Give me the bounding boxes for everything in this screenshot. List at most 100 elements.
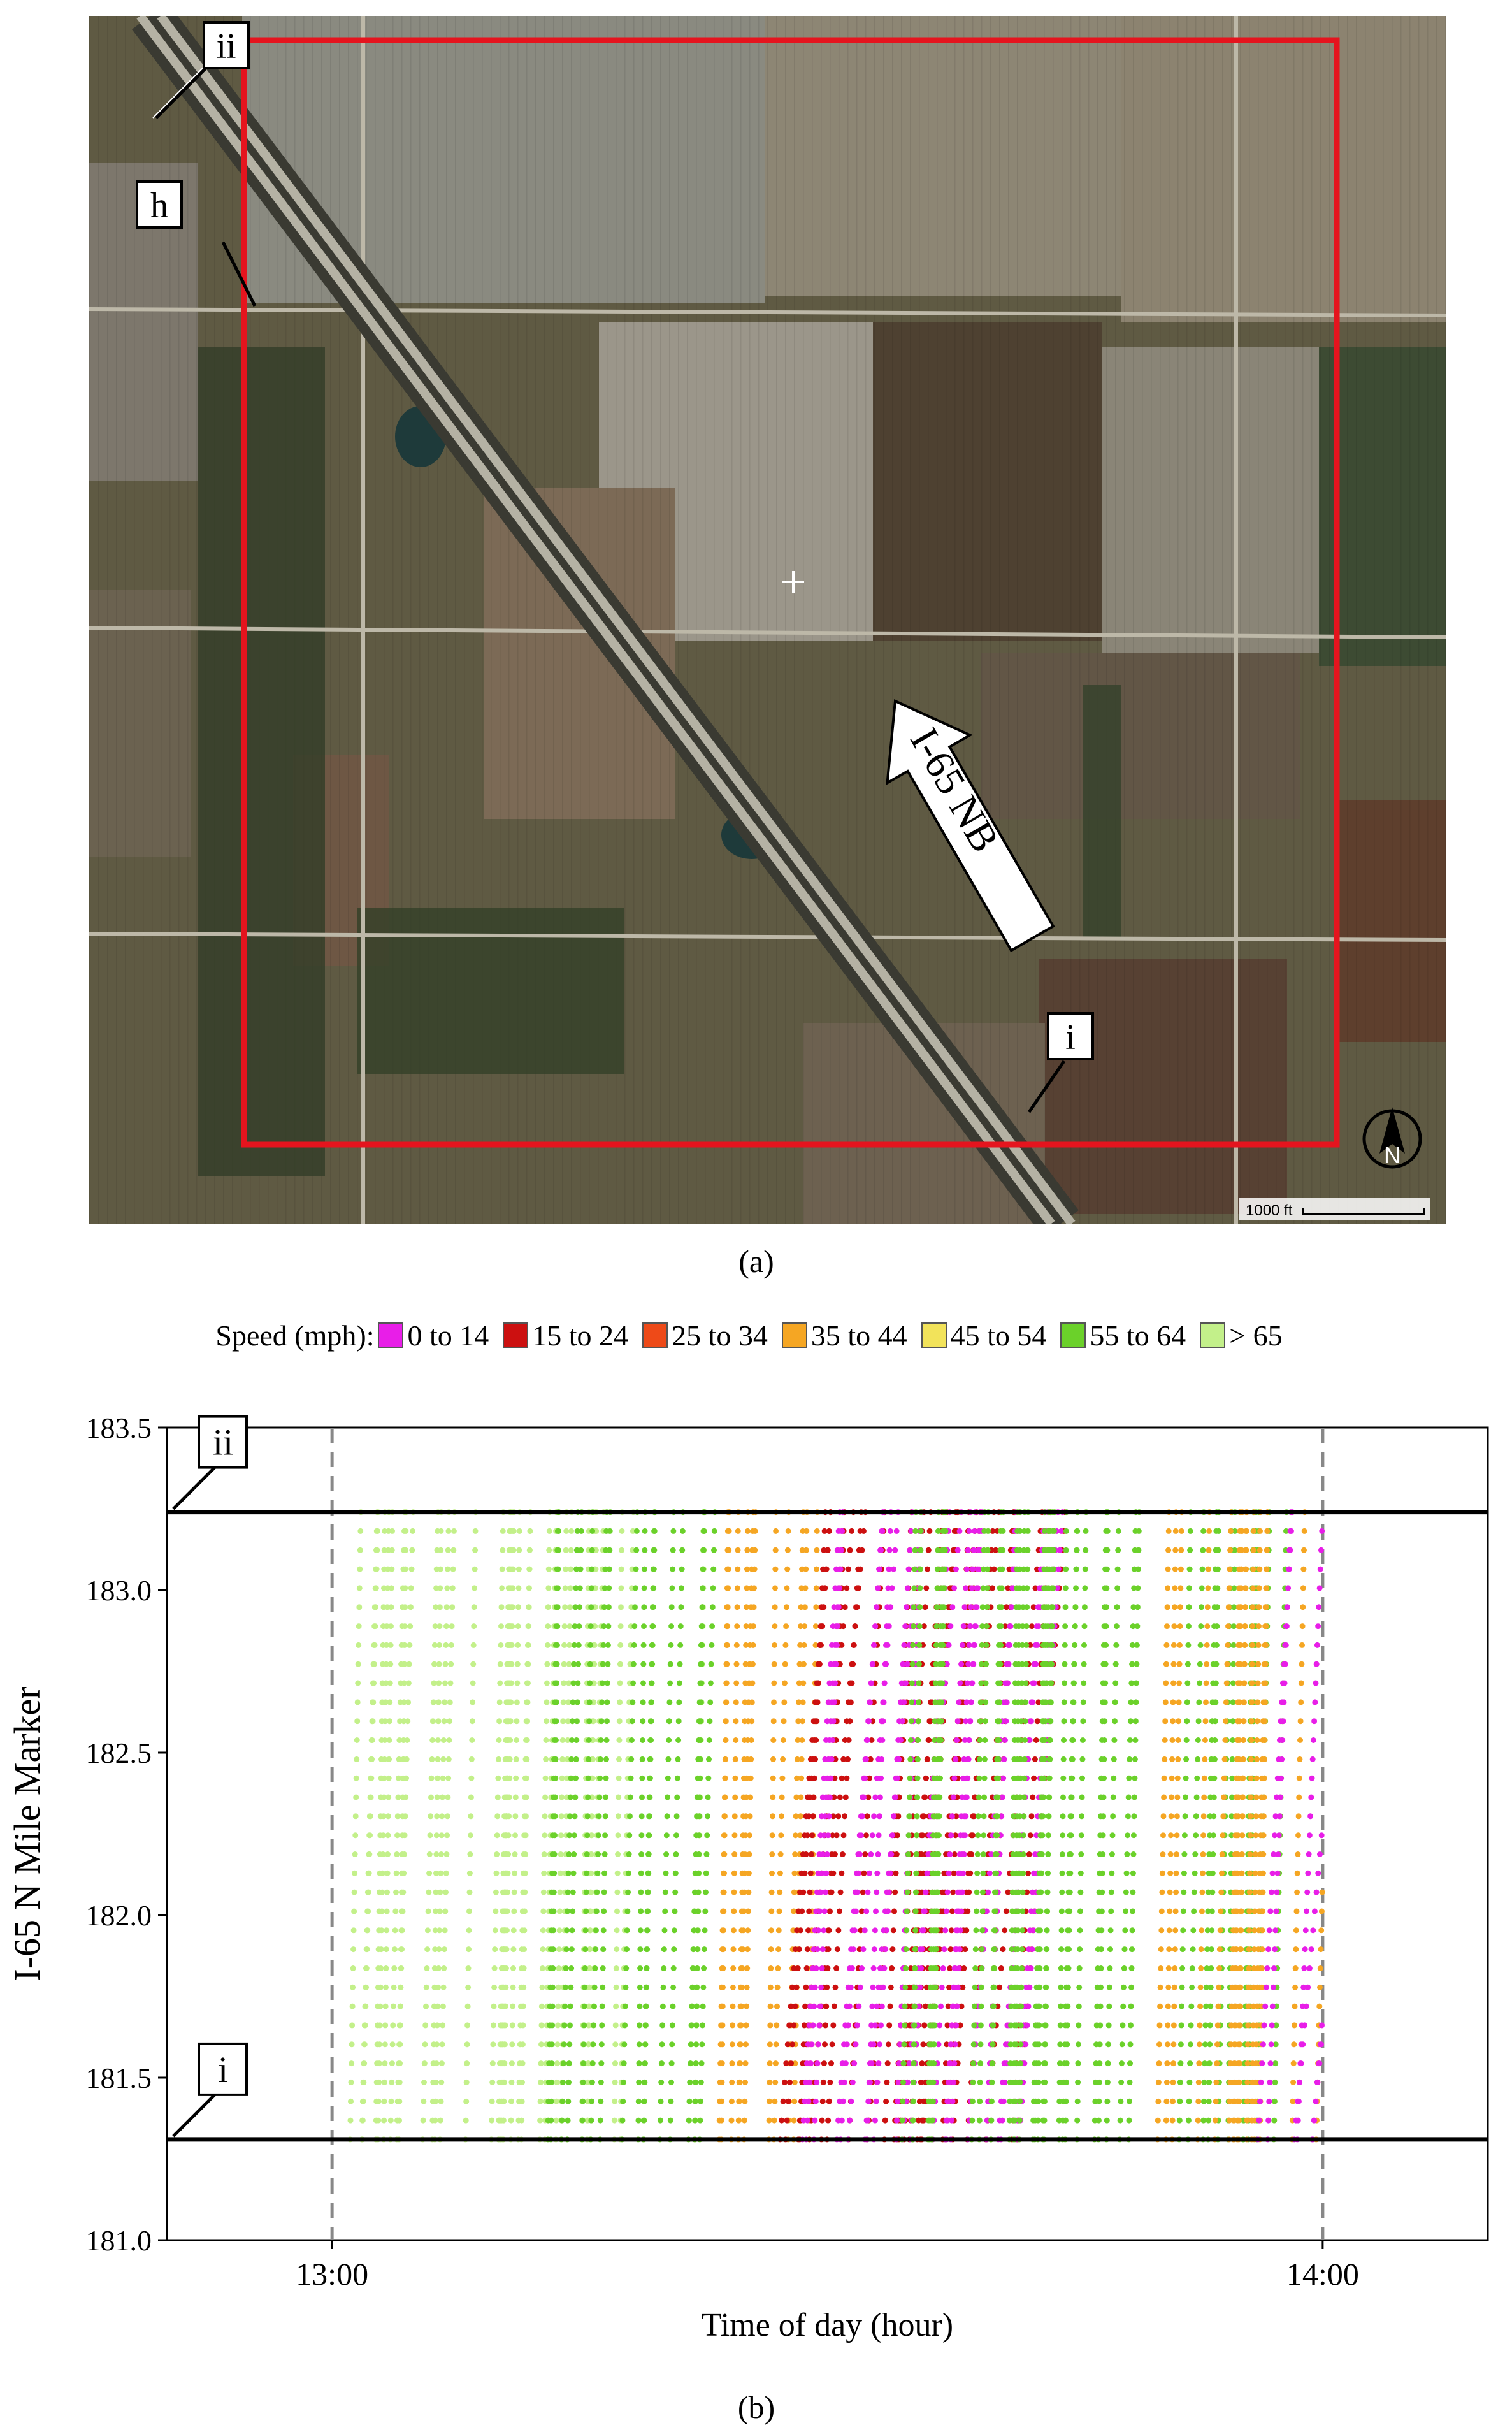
trajectory-point — [749, 1718, 755, 1725]
trajectory-point — [833, 1566, 840, 1572]
trajectory-point — [970, 1547, 977, 1553]
trajectory-point — [925, 1547, 932, 1553]
trajectory-point — [616, 1756, 622, 1762]
trajectory-point — [925, 1566, 930, 1572]
trajectory-point — [730, 2003, 736, 2009]
trajectory-point — [557, 1889, 563, 1895]
trajectory-point — [737, 2003, 744, 2009]
trajectory-point — [930, 1851, 936, 1857]
trajectory-point — [589, 1813, 595, 1820]
trajectory-point — [1007, 2060, 1014, 2067]
trajectory-point — [433, 2079, 439, 2085]
trajectory-point — [577, 1604, 583, 1610]
trajectory-point — [505, 1851, 512, 1857]
trajectory-point — [996, 1737, 1002, 1743]
trajectory-point — [647, 1775, 653, 1781]
trajectory-point — [775, 1946, 782, 1953]
trajectory-point — [719, 1927, 726, 1934]
trajectory-point — [910, 1623, 916, 1630]
trajectory-point — [1129, 1946, 1135, 1953]
trajectory-point — [591, 1642, 598, 1648]
trajectory-point — [587, 1642, 594, 1648]
trajectory-point — [568, 1756, 575, 1762]
trajectory-point — [1093, 2079, 1098, 2085]
trajectory-point — [436, 1642, 443, 1648]
trajectory-point — [506, 1794, 512, 1800]
trajectory-point — [813, 1908, 819, 1914]
trajectory-point — [731, 1889, 737, 1895]
trajectory-point — [1207, 1813, 1213, 1820]
trajectory-point — [440, 1984, 447, 1990]
trajectory-point — [438, 2098, 444, 2104]
trajectory-point — [352, 1832, 359, 1839]
trajectory-point — [389, 2079, 395, 2085]
trajectory-point — [833, 1965, 840, 1971]
trajectory-point — [980, 1585, 986, 1591]
trajectory-point — [921, 2022, 928, 2029]
trajectory-point — [904, 1927, 910, 1934]
trajectory-point — [434, 1794, 440, 1800]
trajectory-point — [436, 1946, 442, 1953]
trajectory-point — [1033, 1737, 1039, 1743]
trajectory-point — [401, 1851, 407, 1857]
trajectory-point — [1178, 2022, 1184, 2029]
trajectory-point — [1126, 1775, 1132, 1781]
trajectory-point — [429, 1756, 435, 1762]
trajectory-point — [651, 1585, 657, 1591]
trajectory-point — [906, 2060, 912, 2067]
trajectory-point — [594, 1870, 601, 1876]
trajectory-point — [932, 1737, 938, 1743]
trajectory-point — [734, 1623, 740, 1630]
trajectory-point — [951, 2060, 958, 2067]
trajectory-point — [819, 1813, 824, 1820]
trajectory-point — [767, 2060, 773, 2067]
trajectory-point — [679, 1585, 684, 1591]
trajectory-point — [1042, 2022, 1049, 2029]
trajectory-point — [970, 2041, 977, 2048]
trajectory-point — [970, 1661, 976, 1667]
trajectory-point — [974, 1870, 981, 1876]
trajectory-point — [741, 2117, 747, 2124]
trajectory-point — [545, 1566, 552, 1572]
trajectory-point — [789, 1984, 795, 1990]
trajectory-point — [831, 2003, 837, 2009]
trajectory-point — [641, 2098, 647, 2104]
trajectory-point — [1119, 2041, 1125, 2048]
trajectory-point — [587, 1661, 593, 1667]
trajectory-point — [544, 1718, 549, 1725]
trajectory-point — [568, 1965, 575, 1971]
trajectory-point — [602, 1813, 608, 1820]
trajectory-point — [636, 2079, 642, 2085]
trajectory-point — [667, 1680, 673, 1686]
trajectory-point — [974, 1566, 981, 1572]
trajectory-point — [911, 1604, 917, 1610]
trajectory-point — [933, 1908, 939, 1914]
trajectory-point — [1021, 1832, 1026, 1839]
trajectory-point — [1100, 1642, 1107, 1648]
trajectory-point — [791, 2079, 798, 2085]
trajectory-point — [659, 2041, 665, 2048]
trajectory-point — [926, 1737, 932, 1743]
trajectory-point — [872, 2022, 878, 2029]
trajectory-point — [442, 1946, 447, 1953]
trajectory-point — [1129, 1661, 1135, 1667]
trajectory-point — [908, 1718, 914, 1725]
trajectory-point — [1202, 2041, 1208, 2048]
trajectory-point — [1005, 1680, 1011, 1686]
trajectory-point — [679, 1566, 685, 1572]
trajectory-point — [405, 1718, 411, 1725]
trajectory-point — [604, 1718, 610, 1725]
trajectory-point — [823, 1737, 830, 1743]
trajectory-point — [965, 1775, 971, 1781]
trajectory-point — [994, 1813, 1000, 1820]
trajectory-point — [604, 1699, 610, 1705]
trajectory-point — [905, 2079, 911, 2085]
trajectory-point — [618, 1604, 624, 1610]
trajectory-point — [870, 1984, 876, 1990]
trajectory-point — [645, 1908, 651, 1914]
trajectory-point — [573, 1775, 579, 1781]
trajectory-point — [1002, 1623, 1008, 1630]
trajectory-point — [839, 1851, 846, 1857]
trajectory-point — [561, 1642, 568, 1648]
trajectory-point — [673, 1851, 679, 1857]
